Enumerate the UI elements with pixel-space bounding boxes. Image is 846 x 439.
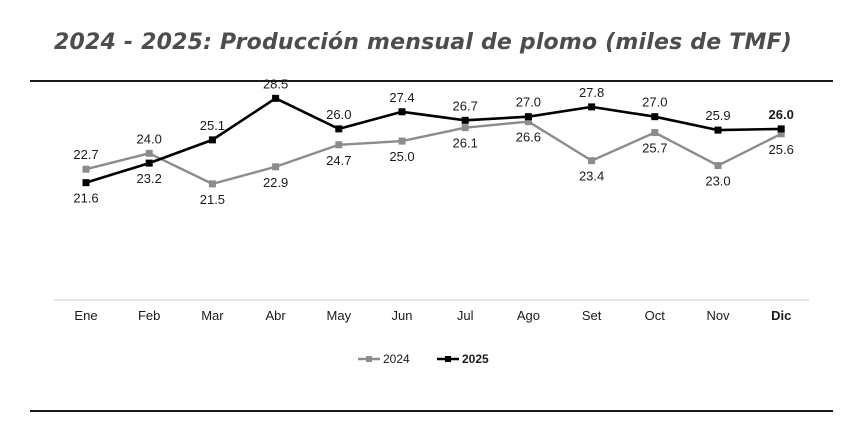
data-point-2024: [145, 149, 153, 157]
data-label-2024: 25.7: [642, 141, 667, 156]
data-point-2025: [588, 103, 596, 111]
data-point-2025: [461, 116, 469, 124]
data-point-2025: [208, 136, 216, 144]
x-tick-label: Oct: [645, 308, 666, 323]
data-label-2024: 23.4: [579, 169, 604, 184]
data-labels-layer: 22.7 24.0 21.5 22.9 24.7 25.0 26.1 26.6 23.4 25.7…: [73, 76, 794, 207]
x-tick-label: Jun: [392, 308, 413, 323]
data-label-2025: 25.9: [705, 108, 730, 123]
series-line-2025: [85, 97, 782, 184]
data-label-2024: 24.0: [137, 131, 162, 146]
data-label-2025: 25.1: [200, 118, 225, 133]
data-label-2025: 26.0: [326, 107, 351, 122]
data-label-2024: 22.7: [73, 147, 98, 162]
data-label-2025: 27.4: [389, 90, 414, 105]
data-point-2024: [461, 124, 469, 132]
data-point-2024: [82, 165, 90, 173]
data-point-2025: [335, 125, 343, 133]
data-point-2025: [524, 113, 532, 121]
data-point-2024: [335, 141, 343, 149]
series-layer: [82, 94, 785, 188]
data-point-2025: [82, 179, 90, 187]
data-point-2024: [272, 163, 280, 171]
data-label-2025: 28.5: [263, 76, 288, 91]
data-label-2024: 26.6: [516, 130, 541, 145]
data-label-2025: 27.8: [579, 85, 604, 100]
x-tick-label: Abr: [265, 308, 286, 323]
x-tick-label: Ago: [517, 308, 540, 323]
data-label-2025: 23.2: [137, 171, 162, 186]
data-label-2024: 22.9: [263, 175, 288, 190]
data-point-2025: [272, 94, 280, 102]
data-point-2024: [208, 180, 216, 188]
x-axis-tick-labels: Ene Feb Mar Abr May Jun Jul Ago Set Oct Nov Dic: [74, 308, 791, 323]
x-tick-label: Dic: [771, 308, 791, 323]
x-tick-label: May: [327, 308, 352, 323]
data-point-2025: [145, 159, 153, 167]
x-tick-label: Feb: [138, 308, 160, 323]
x-tick-label: Jul: [457, 308, 474, 323]
series-line-2024: [85, 120, 782, 186]
data-label-2024: 23.0: [705, 174, 730, 189]
data-point-2024: [398, 137, 406, 145]
data-label-2024: 21.5: [200, 192, 225, 207]
x-tick-label: Set: [582, 308, 602, 323]
data-label-2025: 27.0: [642, 95, 667, 110]
data-label-2024: 26.1: [453, 136, 478, 151]
data-point-2024: [777, 130, 785, 138]
legend-label-2025: 2025: [462, 352, 489, 366]
legend-swatch-marker-2024: [366, 356, 372, 362]
x-tick-label: Ene: [74, 308, 97, 323]
x-tick-label: Nov: [706, 308, 730, 323]
top-rule: [30, 80, 833, 82]
x-tick-label: Mar: [201, 308, 224, 323]
data-point-2024: [651, 129, 659, 137]
legend-swatch-marker-2025: [445, 356, 451, 362]
data-point-2025: [714, 126, 722, 134]
data-label-2025: 27.0: [516, 95, 541, 110]
data-label-2025: 26.0: [769, 107, 794, 122]
data-point-2025: [777, 125, 785, 133]
data-point-2024: [714, 162, 722, 170]
legend-label-2024: 2024: [383, 352, 410, 366]
data-label-2024: 24.7: [326, 153, 351, 168]
data-point-2025: [651, 113, 659, 121]
chart-title: 2024 - 2025: Producción mensual de plomo…: [53, 30, 793, 55]
data-point-2025: [398, 108, 406, 116]
bottom-rule: [30, 410, 833, 412]
data-label-2025: 26.7: [453, 98, 478, 113]
data-label-2024: 25.0: [389, 149, 414, 164]
data-point-2024: [588, 157, 596, 165]
data-point-2024: [524, 118, 532, 126]
data-label-2024: 25.6: [769, 142, 794, 157]
legend: 2024 2025: [358, 352, 489, 366]
data-label-2025: 21.6: [73, 191, 98, 206]
